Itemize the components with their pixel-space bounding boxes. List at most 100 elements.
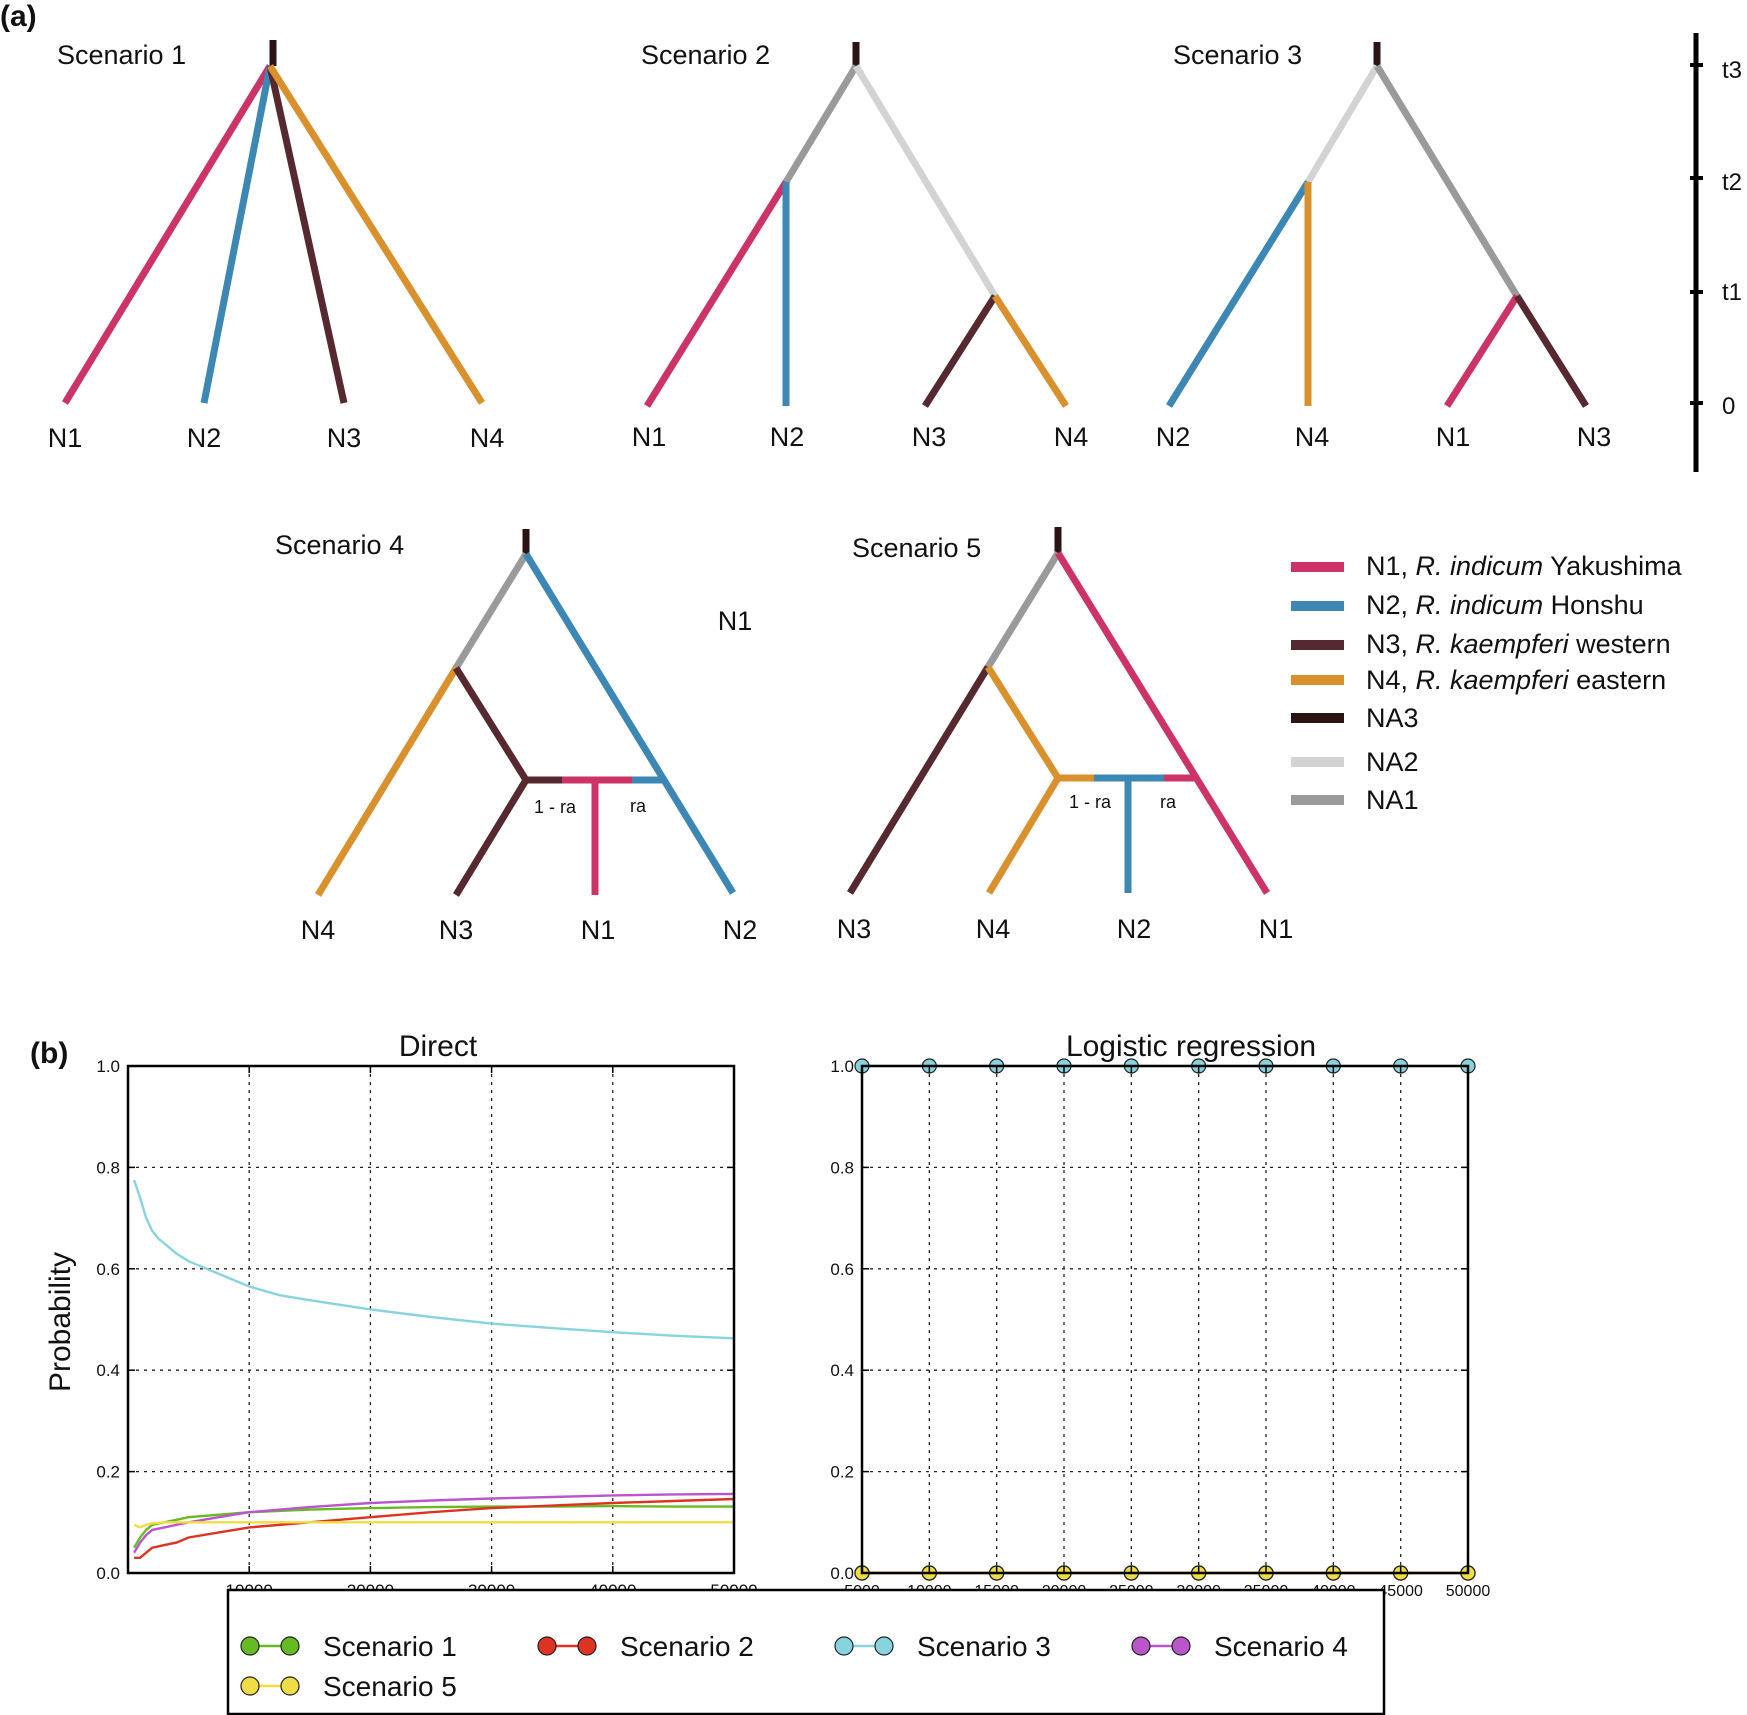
scenario-3-title: Scenario 3 — [1173, 40, 1302, 70]
logreg-ytick-label-5: 1.0 — [830, 1057, 854, 1076]
s5-tip-4: N1 — [1259, 914, 1294, 944]
tree-legend-rest-n3: western — [1569, 629, 1671, 659]
s5-branch-n3 — [847, 665, 991, 895]
logreg-xtick-label-8: 45000 — [1378, 1583, 1423, 1600]
s1-tip-3: N3 — [327, 423, 362, 453]
tree-legend-swatch-na2 — [1291, 757, 1344, 767]
s4-tip-1: N4 — [301, 915, 336, 945]
s5-branch-n4-lower — [985, 776, 1062, 895]
scenario-5-tree: Scenario 5 1 - ra ra N3 N4 N2 N1 — [837, 527, 1294, 944]
tree-legend-entry-n2: N2, R. indicum Honshu — [1366, 590, 1644, 620]
tree-legend-code-n4: N4 — [1366, 665, 1401, 695]
chart-legend-marker-a-scenario-2 — [537, 1636, 557, 1656]
s2-tip-3: N3 — [912, 422, 947, 452]
scenario-1-tree: Scenario 1 N1 N2 N3 N4 — [48, 40, 505, 453]
s4-tip-4: N2 — [723, 915, 758, 945]
s1-tip-1: N1 — [48, 423, 83, 453]
s2-branch-na2 — [853, 64, 998, 298]
direct-chart-ylabel: Probability — [44, 1252, 77, 1392]
direct-ytick-label-5: 1.0 — [96, 1057, 120, 1076]
direct-chart: Direct Probability 100002000030000400005… — [44, 1030, 758, 1600]
logreg-ytick-label-3: 0.6 — [830, 1260, 854, 1279]
logistic-regression-chart: Logistic regression 50001000015000200002… — [830, 1030, 1490, 1600]
chart-legend-marker-b-scenario-3 — [874, 1636, 894, 1656]
direct-plot-frame — [126, 1064, 736, 1575]
direct-series-scenario-5 — [133, 1521, 734, 1529]
scenario-2-title: Scenario 2 — [641, 40, 770, 70]
tree-legend-code-na3: NA3 — [1366, 703, 1419, 733]
chart-legend-marker-a-scenario-5 — [240, 1676, 260, 1696]
panel-a-label: (a) — [0, 0, 37, 33]
time-label-t2: t2 — [1722, 169, 1742, 196]
chart-legend-box — [226, 1588, 1386, 1715]
logreg-xtick-label-9: 50000 — [1446, 1583, 1491, 1600]
logreg-series-group — [854, 1058, 1476, 1581]
tree-legend-code-n1: N1 — [1366, 551, 1401, 581]
tree-legend: N1, R. indicum Yakushima N2, R. indicum … — [1291, 551, 1683, 815]
logreg-grid — [861, 1065, 1469, 1574]
s4-branch-n4 — [315, 666, 459, 897]
tree-legend-code-na1: NA1 — [1366, 785, 1419, 815]
tree-legend-genus-n2: R. indicum — [1416, 590, 1544, 620]
tree-legend-entry-n4: N4, R. kaempferi eastern — [1366, 665, 1666, 695]
s3-tip-1: N2 — [1156, 422, 1191, 452]
chart-legend-marker-a-scenario-3 — [834, 1636, 854, 1656]
tree-legend-sep-n4: , — [1401, 665, 1416, 695]
chart-legend-marker-a-scenario-4 — [1131, 1636, 1151, 1656]
logreg-ytick-label-4: 0.8 — [830, 1158, 854, 1177]
tree-legend-rest-n2: Honshu — [1543, 590, 1644, 620]
tree-legend-swatch-n3 — [1291, 640, 1344, 650]
tree-legend-sep-n1: , — [1401, 551, 1416, 581]
tree-legend-swatch-n2 — [1291, 601, 1344, 611]
s3-branch-na1 — [1374, 64, 1520, 298]
tree-legend-rest-n4: eastern — [1569, 665, 1667, 695]
direct-ytick-label-2: 0.4 — [96, 1361, 120, 1380]
s4-tip-2: N3 — [439, 915, 474, 945]
logreg-plot-frame — [860, 1064, 1470, 1575]
chart-legend-marker-b-scenario-1 — [280, 1636, 300, 1656]
s2-tip-1: N1 — [632, 422, 667, 452]
tree-legend-swatch-n4 — [1291, 675, 1344, 685]
s4-admix-left-label: 1 - ra — [534, 797, 577, 817]
s3-branch-n3 — [1514, 294, 1589, 408]
s2-branch-n4 — [992, 294, 1069, 408]
tree-legend-code-na2: NA2 — [1366, 747, 1419, 777]
direct-grid — [128, 1065, 735, 1574]
s5-branch-n1 — [1055, 551, 1270, 895]
s2-tip-4: N4 — [1054, 422, 1089, 452]
logreg-ytick-label-0: 0.0 — [830, 1564, 854, 1583]
tree-legend-genus-n3: R. kaempferi — [1416, 629, 1570, 659]
direct-series-scenario-2 — [134, 1497, 735, 1560]
s3-tip-3: N1 — [1436, 422, 1471, 452]
s5-admix-right-label: ra — [1160, 792, 1177, 812]
direct-chart-title: Direct — [399, 1030, 478, 1063]
scenario-2-tree: Scenario 2 N1 N2 N3 N4 — [632, 40, 1089, 452]
tree-legend-entry-n1: N1, R. indicum Yakushima — [1366, 551, 1683, 581]
chart-legend-marker-a-scenario-1 — [240, 1636, 260, 1656]
scenario-1-title: Scenario 1 — [57, 40, 186, 70]
tree-legend-code-n2: N2 — [1366, 590, 1401, 620]
s1-tip-2: N2 — [187, 423, 222, 453]
chart-legend-label-scenario-3: Scenario 3 — [917, 1631, 1051, 1662]
s4-branch-na1 — [453, 552, 529, 670]
direct-series-scenario-4 — [133, 1492, 735, 1554]
s1-branch-n2 — [200, 65, 274, 404]
s4-branch-n3-lower — [453, 778, 529, 897]
s3-branch-na2 — [1304, 64, 1381, 184]
time-label-t1: t1 — [1722, 279, 1742, 306]
s2-branch-n3 — [922, 294, 998, 408]
tree-legend-rest-n1: Yakushima — [1543, 551, 1683, 581]
s3-tip-2: N4 — [1295, 422, 1330, 452]
logreg-chart-title: Logistic regression — [1066, 1030, 1316, 1063]
time-label-0: 0 — [1722, 393, 1735, 420]
scenario-3-tree: Scenario 3 N2 N4 N1 N3 — [1156, 40, 1612, 452]
s1-tip-4: N4 — [470, 423, 505, 453]
direct-series-scenario-3 — [132, 1179, 735, 1340]
s5-branch-na1 — [985, 551, 1061, 669]
time-label-t3: t3 — [1722, 57, 1742, 84]
scenario-5-title: Scenario 5 — [852, 533, 981, 563]
tree-legend-genus-n1: R. indicum — [1416, 551, 1544, 581]
s2-branch-n1 — [644, 180, 789, 408]
direct-tick-group: 10000200003000040000500000.00.20.40.60.8… — [96, 1057, 757, 1600]
